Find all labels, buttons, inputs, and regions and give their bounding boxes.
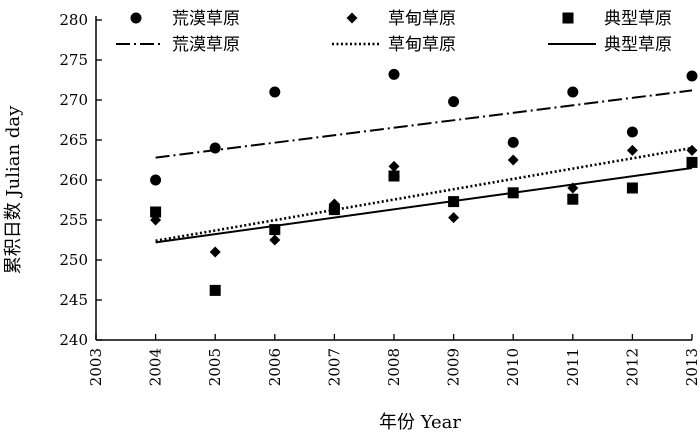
data-point-square xyxy=(388,170,400,182)
x-tick-label: 2013 xyxy=(683,348,700,386)
x-tick-label: 2007 xyxy=(325,348,343,386)
data-point-diamond xyxy=(567,182,579,194)
data-point-circle xyxy=(209,142,221,154)
legend-marker-circle xyxy=(130,12,142,24)
x-tick-label: 2008 xyxy=(385,348,403,386)
data-point-square xyxy=(567,193,579,205)
legend-label: 典型草原 xyxy=(604,9,672,29)
data-point-circle xyxy=(150,174,162,186)
y-tick-label: 250 xyxy=(59,251,88,269)
x-tick-label: 2011 xyxy=(564,348,582,386)
data-point-square xyxy=(209,284,221,296)
legend-label: 草甸草原 xyxy=(388,9,456,29)
x-tick-label: 2006 xyxy=(266,348,284,386)
data-point-diamond xyxy=(209,246,221,258)
data-point-circle xyxy=(626,126,638,138)
data-point-circle xyxy=(507,136,519,148)
y-tick-label: 240 xyxy=(59,331,88,349)
data-point-square xyxy=(269,224,281,236)
data-point-circle xyxy=(686,70,698,82)
trend-line-1 xyxy=(155,146,693,243)
data-point-square xyxy=(507,187,519,199)
trend-lines xyxy=(155,89,693,244)
data-point-circle xyxy=(388,68,400,80)
data-point-square xyxy=(626,182,638,194)
data-point-square xyxy=(150,206,162,218)
data-point-diamond xyxy=(448,212,460,224)
x-tick-label: 2003 xyxy=(87,348,105,386)
legend-label: 荒漠草原 xyxy=(172,9,240,29)
y-tick-label: 270 xyxy=(59,91,88,109)
data-markers xyxy=(150,68,698,296)
legend-marker-square xyxy=(562,12,574,24)
data-point-diamond xyxy=(388,160,400,172)
x-axis-title: 年份 Year xyxy=(379,412,461,433)
data-point-circle xyxy=(269,86,281,98)
data-point-square xyxy=(686,156,698,168)
x-tick-label: 2012 xyxy=(623,348,641,386)
data-point-square xyxy=(328,204,340,216)
trend-line-2 xyxy=(155,167,693,244)
y-tick-label: 275 xyxy=(59,51,88,69)
data-point-diamond xyxy=(269,234,281,246)
legend-label: 典型草原 xyxy=(604,35,672,55)
x-tick-label: 2004 xyxy=(147,348,165,386)
legend-label: 草甸草原 xyxy=(388,35,456,55)
data-point-circle xyxy=(448,96,460,108)
x-tick-label: 2010 xyxy=(504,348,522,386)
y-tick-label: 255 xyxy=(59,211,88,229)
legend-label: 荒漠草原 xyxy=(172,35,240,55)
data-point-diamond xyxy=(686,144,698,156)
data-point-diamond xyxy=(626,144,638,156)
y-tick-label: 265 xyxy=(59,131,88,149)
y-tick-label: 280 xyxy=(59,11,88,29)
y-tick-label: 260 xyxy=(59,171,88,189)
data-point-square xyxy=(448,196,460,208)
x-tick-label: 2005 xyxy=(206,348,224,386)
trend-line-0 xyxy=(155,89,693,159)
data-point-diamond xyxy=(507,154,519,166)
data-point-circle xyxy=(567,86,579,98)
y-tick-label: 245 xyxy=(59,291,88,309)
tick-marks: 240 245 250 255 260 265 270 275 280 2003 2004 2005 2… xyxy=(59,11,700,386)
legend-marker-diamond xyxy=(346,12,358,24)
x-tick-label: 2009 xyxy=(445,348,463,386)
y-axis-title: 累积日数 Julian day xyxy=(3,105,24,274)
